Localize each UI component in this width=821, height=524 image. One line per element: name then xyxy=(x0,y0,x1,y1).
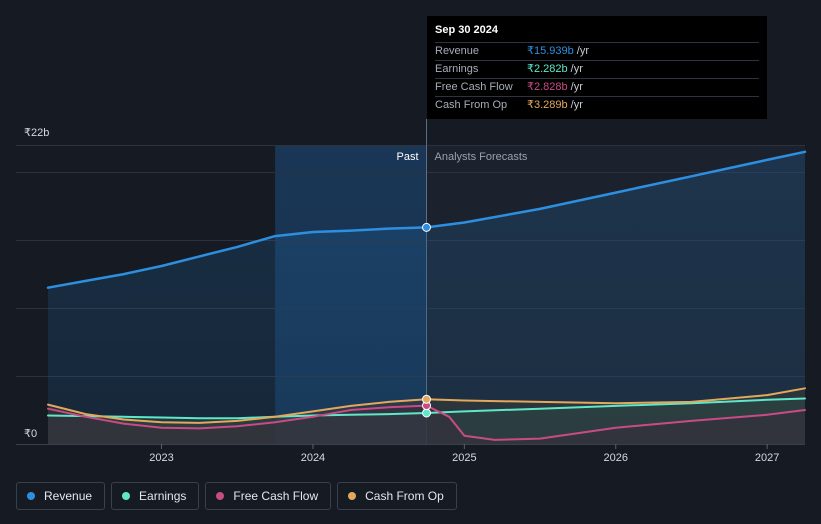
revenue-point xyxy=(422,222,431,232)
revenue-dot-icon xyxy=(27,492,35,500)
tooltip-value: ₹2.828b xyxy=(527,81,568,93)
tooltip-label: Cash From Op xyxy=(435,99,508,111)
x-tick-label: 2026 xyxy=(604,452,628,464)
free-cash-flow-area xyxy=(48,405,805,444)
legend-label: Cash From Op xyxy=(365,489,444,503)
earnings-point xyxy=(422,408,431,418)
legend-item-revenue[interactable]: Revenue xyxy=(16,482,106,510)
earnings-dot-icon xyxy=(122,492,131,500)
legend-item-free-cash-flow[interactable]: Free Cash Flow xyxy=(205,482,332,510)
tooltip-date: Sep 30 2024 xyxy=(435,24,498,36)
tooltip-row-earnings: Earnings ₹2.282b /yr xyxy=(435,60,759,78)
revenue-area xyxy=(48,151,805,445)
past-label: Past xyxy=(396,151,418,163)
legend-label: Free Cash Flow xyxy=(233,489,319,503)
tooltip-unit: /yr xyxy=(570,63,583,75)
data-tooltip: Sep 30 2024 Revenue ₹15.939b /yr Earning… xyxy=(427,16,767,119)
earnings-area xyxy=(48,398,805,444)
tooltip-label: Earnings xyxy=(435,63,479,75)
legend-item-earnings[interactable]: Earnings xyxy=(111,482,200,510)
forecast-label: Analysts Forecasts xyxy=(435,151,528,163)
free-cash-flow-line xyxy=(47,404,806,441)
revenue-line xyxy=(46,150,807,289)
legend-label: Earnings xyxy=(139,489,187,503)
tooltip-value: ₹15.939b xyxy=(527,45,574,57)
tooltip-value: ₹3.289b xyxy=(527,99,568,111)
chart-legend: Revenue Earnings Free Cash Flow Cash Fro… xyxy=(16,482,457,510)
x-tick-label: 2024 xyxy=(301,452,325,464)
tooltip-label: Free Cash Flow xyxy=(435,81,513,93)
y-axis-min-label: ₹0 xyxy=(24,428,37,440)
earnings-line xyxy=(47,397,806,420)
x-tick-label: 2027 xyxy=(755,452,779,464)
tooltip-label: Revenue xyxy=(435,45,480,57)
tooltip-row-revenue: Revenue ₹15.939b /yr xyxy=(435,42,759,60)
x-tick-label: 2023 xyxy=(149,452,173,464)
free-cash-flow-dot-icon xyxy=(216,492,225,500)
cash-from-op-dot-icon xyxy=(348,492,357,500)
cash-from-op-line xyxy=(47,387,806,424)
cash-from-op-point xyxy=(422,394,431,404)
tooltip-row-cash-from-op: Cash From Op ₹3.289b /yr xyxy=(435,96,759,114)
legend-label: Revenue xyxy=(44,489,93,503)
legend-item-cash-from-op[interactable]: Cash From Op xyxy=(337,482,457,510)
tooltip-row-free-cash-flow: Free Cash Flow ₹2.828b /yr xyxy=(435,78,759,96)
tooltip-unit: /yr xyxy=(576,45,589,57)
x-tick-label: 2025 xyxy=(452,452,476,464)
y-axis-max-label: ₹22b xyxy=(24,127,49,139)
tooltip-unit: /yr xyxy=(570,81,583,93)
tooltip-unit: /yr xyxy=(570,99,583,111)
tooltip-value: ₹2.282b xyxy=(527,63,568,75)
